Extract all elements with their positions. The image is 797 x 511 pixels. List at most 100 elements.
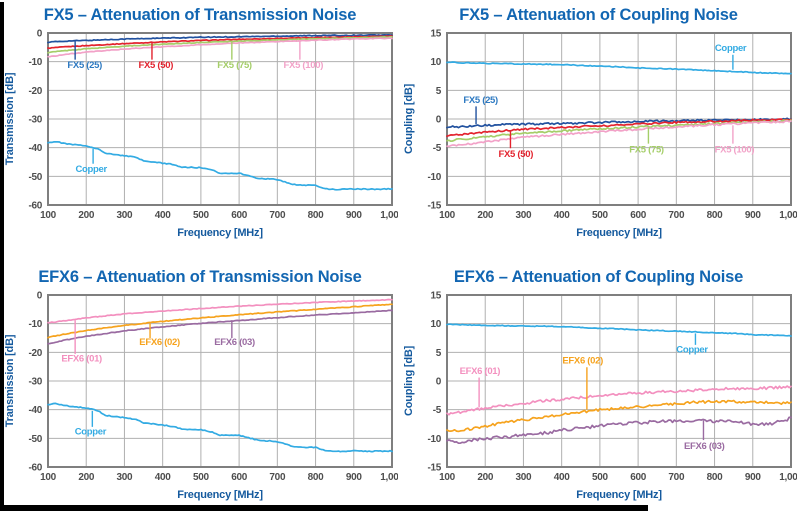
y-axis-label: Coupling [dB]: [403, 83, 415, 154]
x-tick-label: 400: [155, 472, 172, 483]
x-tick-label: 100: [40, 472, 57, 483]
series-label: FX5 (25): [67, 60, 102, 71]
plot-border: [47, 32, 393, 206]
x-tick-label: 600: [630, 472, 647, 483]
series-label: FX5 (50): [139, 60, 174, 71]
series-line-efx6-02-: [445, 399, 792, 433]
y-tick-label: -5: [432, 405, 441, 416]
x-tick-label: 300: [515, 210, 532, 221]
x-tick-label: 500: [591, 472, 608, 483]
series-label: EFX6 (03): [214, 337, 255, 348]
chart-fx5-coupling: FX5 – Attenuation of Coupling Noise 100 2…: [400, 0, 797, 256]
series-label: Copper: [75, 427, 107, 438]
series-label: FX5 (75): [217, 60, 252, 71]
x-tick-label: 100: [439, 472, 456, 483]
series-line-efx6-03-: [47, 309, 393, 345]
x-tick-label: 1,000: [779, 472, 797, 483]
y-tick-label: -15: [427, 463, 441, 474]
page-edge-bottom: [0, 505, 648, 511]
y-tick-label: -50: [28, 172, 42, 183]
y-axis-label: Coupling [dB]: [403, 345, 415, 416]
y-tick-label: -30: [28, 377, 42, 388]
series-line-efx6-01-: [445, 385, 792, 416]
series-line-efx6-02-: [47, 303, 393, 339]
y-tick-label: -20: [28, 86, 42, 97]
series-line-copper: [47, 140, 393, 191]
y-axis-label: Transmission [dB]: [4, 334, 16, 427]
y-tick-label: -60: [28, 463, 42, 474]
y-tick-label: -40: [28, 143, 42, 154]
y-tick-label: 0: [37, 29, 43, 40]
x-tick-label: 400: [553, 472, 570, 483]
series-label: FX5 (25): [463, 95, 498, 106]
y-tick-label: -40: [28, 405, 42, 416]
x-tick-label: 700: [269, 472, 286, 483]
y-tick-label: 0: [37, 291, 43, 302]
y-tick-label: -10: [427, 434, 441, 445]
chart-title: EFX6 – Attenuation of Transmission Noise: [38, 268, 362, 286]
y-tick-label: -5: [432, 143, 441, 154]
x-tick-label: 400: [553, 210, 570, 221]
plot-area: 100 200 300 400 500 600 700 800 900 1,000 15 10 5 0 -5…: [427, 29, 797, 221]
y-tick-label: -50: [28, 434, 42, 445]
series-label: FX5 (100): [714, 144, 754, 155]
series-label: FX5 (100): [284, 60, 324, 71]
series-line-copper: [445, 61, 792, 75]
series-line-fx5-75-: [47, 35, 393, 54]
x-axis-label: Frequency [MHz]: [576, 489, 662, 501]
series-line-fx5-25-: [47, 33, 393, 44]
x-tick-label: 100: [40, 210, 57, 221]
x-tick-label: 700: [668, 210, 685, 221]
y-tick-label: -60: [28, 201, 42, 212]
plot-border: [47, 294, 393, 468]
x-tick-label: 700: [668, 472, 685, 483]
page-edge-left: [0, 2, 4, 511]
x-tick-label: 500: [193, 210, 210, 221]
x-tick-label: 800: [308, 472, 325, 483]
x-tick-label: 700: [269, 210, 286, 221]
x-tick-label: 200: [477, 472, 494, 483]
y-axis-label: Transmission [dB]: [4, 72, 16, 165]
y-tick-label: 10: [430, 57, 441, 68]
x-tick-label: 1,000: [779, 210, 797, 221]
chart-title: EFX6 – Attenuation of Coupling Noise: [453, 268, 744, 286]
series-line-efx6-03-: [445, 416, 792, 445]
x-tick-label: 300: [515, 472, 532, 483]
series-label: FX5 (75): [629, 144, 664, 155]
chart-canvas: 100 200 300 400 500 600 700 800 900 1,000 0 -10 -20 -…: [4, 291, 398, 501]
x-tick-label: 900: [346, 472, 363, 483]
x-tick-label: 900: [346, 210, 363, 221]
x-tick-label: 1,000: [380, 472, 398, 483]
y-tick-label: 5: [435, 348, 441, 359]
y-tick-label: -10: [427, 172, 441, 183]
series-line-fx5-100-: [445, 120, 792, 148]
x-tick-label: 1,000: [380, 210, 398, 221]
y-tick-label: -10: [28, 57, 42, 68]
plot-area: 100 200 300 400 500 600 700 800 900 1,000 0 -10 -20 -…: [28, 291, 398, 483]
series-line-fx5-100-: [47, 37, 393, 58]
x-tick-label: 800: [706, 472, 723, 483]
y-tick-label: -15: [427, 201, 441, 212]
y-tick-label: -20: [28, 348, 42, 359]
x-tick-label: 600: [231, 472, 248, 483]
y-tick-label: -10: [28, 319, 42, 330]
plot-area: 100 200 300 400 500 600 700 800 900 1,000 15 10 5 0 -5…: [427, 291, 797, 483]
x-tick-label: 600: [630, 210, 647, 221]
x-tick-label: 800: [308, 210, 325, 221]
x-tick-label: 400: [155, 210, 172, 221]
chart-efx6-transmission: EFX6 – Attenuation of Transmission Noise…: [0, 256, 400, 511]
series-label: FX5 (50): [498, 149, 533, 160]
chart-title: FX5 – Attenuation of Coupling Noise: [459, 6, 738, 24]
x-tick-label: 600: [231, 210, 248, 221]
x-tick-label: 300: [117, 210, 134, 221]
x-tick-label: 800: [706, 210, 723, 221]
x-tick-label: 200: [477, 210, 494, 221]
series-label: EFX6 (02): [562, 355, 603, 366]
series-label: EFX6 (03): [683, 441, 724, 452]
chart-canvas: 100 200 300 400 500 600 700 800 900 1,000 15 10 5 0 -5…: [403, 291, 797, 501]
y-tick-label: 15: [430, 29, 441, 40]
x-axis-label: Frequency [MHz]: [576, 227, 662, 239]
chart-canvas: 100 200 300 400 500 600 700 800 900 1,000 15 10 5 0 -5…: [403, 29, 797, 239]
y-tick-label: 15: [430, 291, 441, 302]
